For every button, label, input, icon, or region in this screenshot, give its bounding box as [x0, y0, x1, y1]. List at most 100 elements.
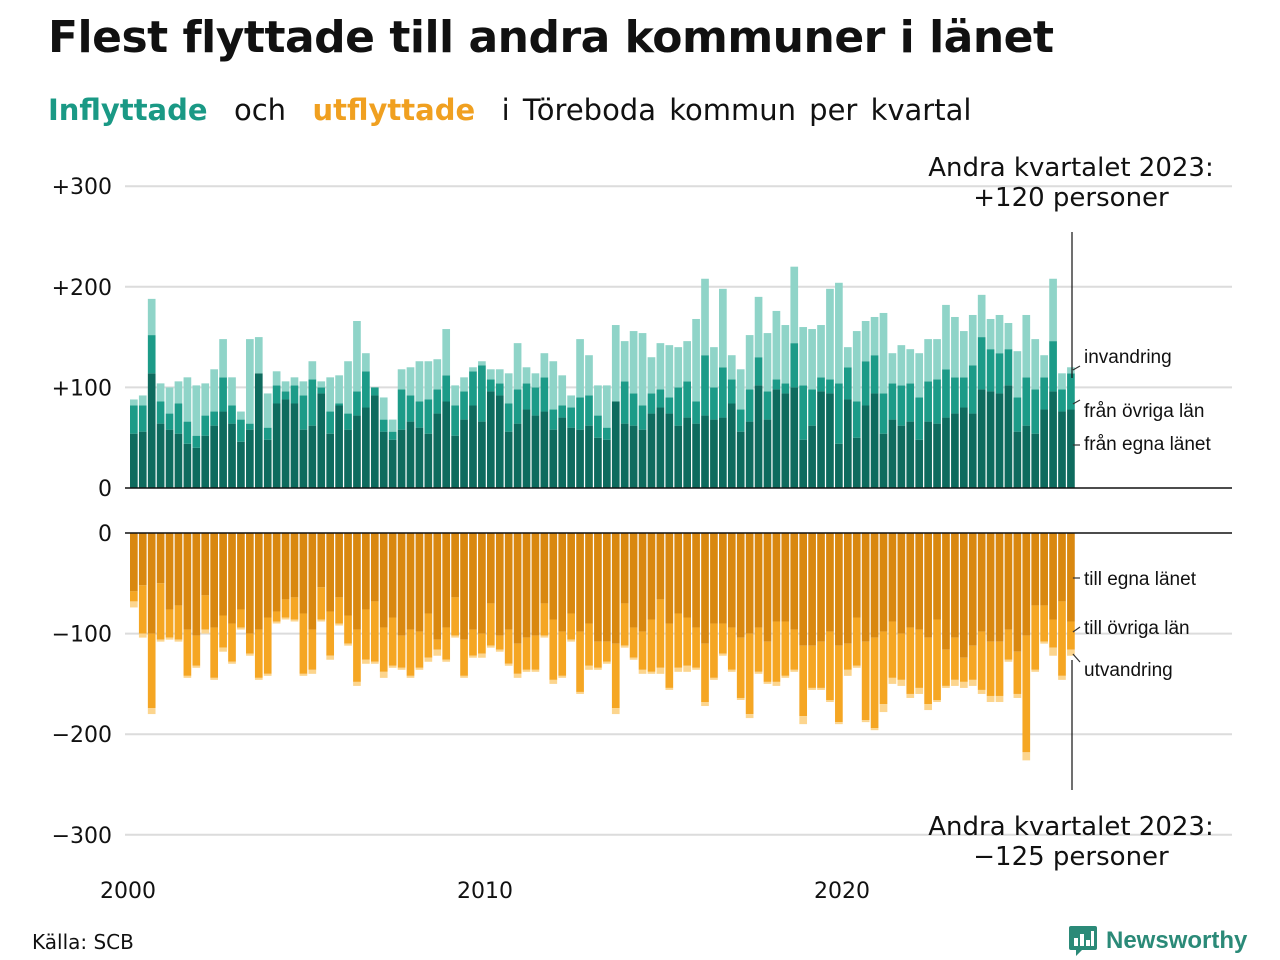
bar-out-2-99	[1013, 693, 1022, 698]
bar-out-1-5	[174, 605, 183, 640]
bar-out-1-92	[951, 637, 959, 680]
bar-out-0-47	[549, 533, 558, 620]
bar-in-1-47	[549, 409, 558, 430]
bar-in-0-54	[611, 401, 620, 488]
bar-in-0-63	[692, 423, 700, 488]
brand-name: Newsworthy	[1106, 927, 1248, 954]
bar-out-0-44	[522, 533, 531, 638]
bar-out-2-18	[290, 619, 299, 622]
bar-out-0-89	[924, 533, 932, 638]
bar-in-0-25	[353, 415, 361, 488]
bar-in-2-24	[344, 361, 352, 414]
bar-in-1-79	[835, 383, 843, 444]
bar-in-0-93	[959, 407, 968, 488]
bar-in-0-77	[817, 391, 825, 488]
bar-out-2-44	[522, 669, 531, 672]
bar-out-1-91	[942, 649, 950, 686]
bar-out-0-96	[986, 533, 995, 642]
bar-out-2-88	[915, 687, 924, 694]
bar-out-2-92	[951, 679, 959, 686]
bar-out-2-1	[138, 633, 147, 638]
bar-in-1-60	[665, 397, 674, 414]
bar-out-2-6	[183, 675, 192, 678]
bar-in-2-74	[790, 266, 799, 344]
bar-in-0-102	[1040, 409, 1048, 488]
bar-in-0-70	[754, 385, 763, 488]
bar-in-2-22	[326, 377, 335, 412]
gridlines	[125, 185, 1232, 836]
bar-out-1-63	[692, 627, 700, 668]
bar-out-0-71	[763, 533, 772, 642]
bar-out-2-47	[549, 679, 558, 684]
bar-in-2-25	[353, 321, 361, 392]
bar-out-1-1	[138, 585, 147, 634]
bar-out-1-6	[183, 629, 192, 676]
bar-out-2-76	[808, 687, 816, 690]
bar-in-1-35	[442, 375, 451, 402]
bar-in-1-67	[727, 379, 736, 404]
bar-in-2-92	[951, 316, 959, 378]
bar-out-2-105	[1067, 649, 1075, 656]
bar-out-2-57	[638, 669, 647, 674]
bar-in-0-38	[469, 405, 477, 488]
bar-out-0-33	[424, 533, 433, 614]
bar-in-2-13	[246, 339, 254, 424]
bar-out-0-48	[558, 533, 567, 632]
axes	[125, 487, 1232, 534]
bar-out-1-89	[924, 637, 932, 705]
bar-in-2-72	[772, 310, 781, 380]
bar-out-1-23	[335, 597, 343, 624]
bar-in-1-64	[701, 355, 709, 416]
bar-in-0-94	[968, 413, 977, 488]
bar-out-1-19	[299, 613, 308, 674]
bar-out-2-103	[1049, 647, 1057, 656]
bar-in-1-40	[486, 379, 495, 392]
bar-in-2-57	[638, 333, 647, 406]
bar-out-0-65	[710, 533, 718, 624]
bar-out-1-7	[192, 635, 201, 666]
series-label-top-1: från övriga län	[1084, 401, 1204, 422]
bar-out-2-48	[558, 675, 567, 678]
y-tick-bottom-0: 0	[98, 522, 112, 547]
bar-in-0-44	[522, 409, 531, 488]
bar-out-2-13	[246, 653, 254, 656]
bar-in-1-70	[754, 357, 763, 386]
subtitle-inflyttade: Inflyttade	[48, 93, 208, 127]
inflow-bars	[130, 266, 1075, 488]
bar-out-0-82	[861, 533, 870, 642]
bar-in-1-94	[968, 365, 977, 414]
bar-out-0-19	[299, 533, 308, 614]
bar-out-1-75	[799, 645, 808, 717]
bar-in-0-27	[370, 395, 379, 488]
bar-in-1-91	[942, 369, 950, 418]
bar-out-0-97	[995, 533, 1004, 642]
bar-in-1-82	[861, 361, 870, 406]
bar-out-2-67	[727, 669, 736, 672]
bar-in-0-72	[772, 389, 781, 488]
bar-in-2-101	[1031, 339, 1040, 390]
bar-in-1-92	[951, 377, 959, 414]
bar-out-0-55	[620, 533, 629, 604]
bar-in-1-11	[228, 405, 236, 424]
bar-out-1-4	[165, 609, 174, 638]
bar-in-1-16	[272, 385, 281, 404]
bar-in-2-19	[299, 381, 308, 396]
bar-in-1-2	[147, 335, 156, 374]
bar-in-0-83	[870, 393, 879, 488]
bar-in-0-36	[451, 435, 459, 488]
bar-in-0-82	[861, 405, 870, 488]
bar-in-0-92	[951, 413, 959, 488]
bar-out-2-93	[959, 681, 968, 688]
annot-bottom-line-0: Andra kvartalet 2023:	[928, 812, 1213, 842]
bar-in-0-28	[379, 431, 388, 488]
bar-out-2-79	[835, 722, 843, 725]
bar-out-0-102	[1040, 533, 1048, 606]
y-tick-top-0: 0	[98, 477, 112, 502]
bar-out-2-69	[745, 714, 754, 719]
bar-out-2-31	[406, 675, 415, 678]
bar-out-1-67	[727, 627, 736, 670]
bar-out-2-81	[852, 665, 861, 668]
bar-in-2-9	[210, 369, 218, 412]
bar-out-1-22	[326, 611, 335, 656]
bar-out-2-97	[995, 695, 1004, 703]
